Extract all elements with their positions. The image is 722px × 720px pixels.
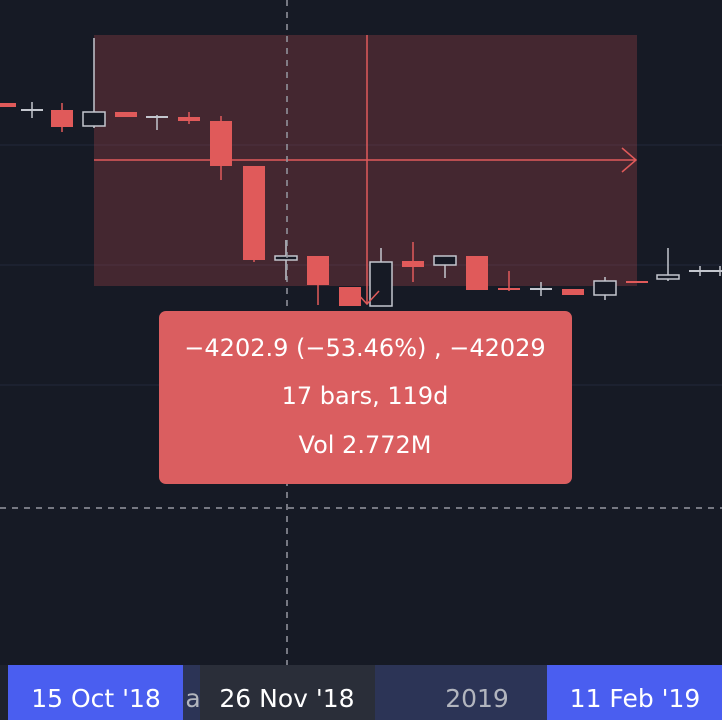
candle-body — [307, 256, 329, 285]
candle-body — [0, 103, 16, 107]
candle-body — [178, 117, 200, 121]
candle-body — [369, 261, 393, 307]
axis-label: a — [185, 684, 200, 713]
axis-label: 26 Nov '18 — [219, 684, 354, 713]
candle-body — [626, 281, 648, 283]
candle-body — [339, 287, 361, 306]
candle-body — [656, 274, 680, 280]
measure-tooltip — [159, 311, 572, 484]
candle-body — [562, 289, 584, 295]
candle-body — [433, 255, 457, 266]
candle-body — [51, 110, 73, 127]
candle-body — [466, 256, 488, 290]
axis-start-label-bg — [8, 665, 183, 720]
candle-body — [243, 166, 265, 260]
axis-label: 2019 — [445, 684, 509, 713]
candle-body — [593, 280, 617, 296]
candle-body — [709, 270, 722, 272]
candle-body — [498, 288, 520, 290]
candle-body — [115, 112, 137, 117]
candle-body — [689, 270, 711, 272]
tooltip-change: −4202.9 (−53.46%) , −42029 — [184, 334, 545, 362]
measure-v-arrow — [354, 290, 380, 306]
axis-crosshair-label-bg — [200, 665, 375, 720]
candle-body — [274, 255, 298, 261]
candle-body — [82, 111, 106, 127]
tooltip-volume: Vol 2.772M — [299, 431, 432, 459]
tooltip-bars: 17 bars, 119d — [282, 382, 449, 410]
axis-label: 11 Feb '19 — [570, 684, 701, 713]
axis-end-label-bg — [547, 665, 722, 720]
axis-label: 15 Oct '18 — [31, 684, 161, 713]
candle-body — [530, 288, 552, 290]
candle-body — [21, 109, 43, 111]
candle-body — [146, 116, 168, 118]
candle-body — [402, 261, 424, 267]
candle-body — [210, 121, 232, 166]
measure-h-arrow — [621, 147, 638, 173]
